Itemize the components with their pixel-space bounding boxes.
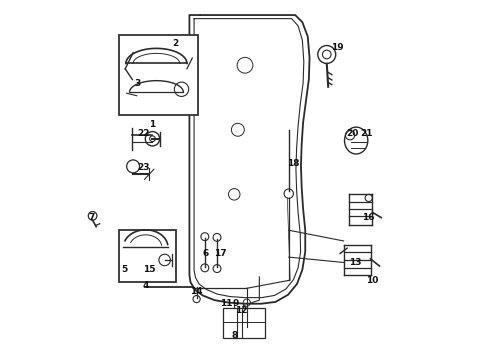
Text: 22: 22 (138, 129, 150, 138)
Text: 1: 1 (148, 120, 155, 129)
Bar (223, 309, 265, 338)
Text: 3: 3 (134, 79, 141, 88)
Text: 7: 7 (89, 213, 95, 222)
Text: 15: 15 (143, 265, 155, 274)
Text: 4: 4 (142, 281, 148, 290)
Text: 9: 9 (233, 299, 239, 308)
Text: 13: 13 (349, 258, 362, 267)
Text: 23: 23 (138, 163, 150, 172)
Text: 8: 8 (231, 332, 237, 341)
Text: 16: 16 (363, 213, 375, 222)
Text: 14: 14 (190, 287, 203, 296)
Text: 20: 20 (346, 129, 359, 138)
Bar (119, 35, 197, 116)
Text: 19: 19 (331, 43, 344, 52)
Bar (119, 230, 176, 282)
Text: 12: 12 (235, 306, 247, 315)
Text: 11: 11 (220, 299, 233, 308)
Text: 6: 6 (202, 249, 209, 258)
Text: 10: 10 (366, 276, 378, 285)
Text: 5: 5 (121, 265, 127, 274)
Text: 18: 18 (287, 159, 300, 168)
Text: 17: 17 (214, 249, 226, 258)
Text: 21: 21 (360, 129, 372, 138)
Text: 2: 2 (172, 39, 178, 48)
